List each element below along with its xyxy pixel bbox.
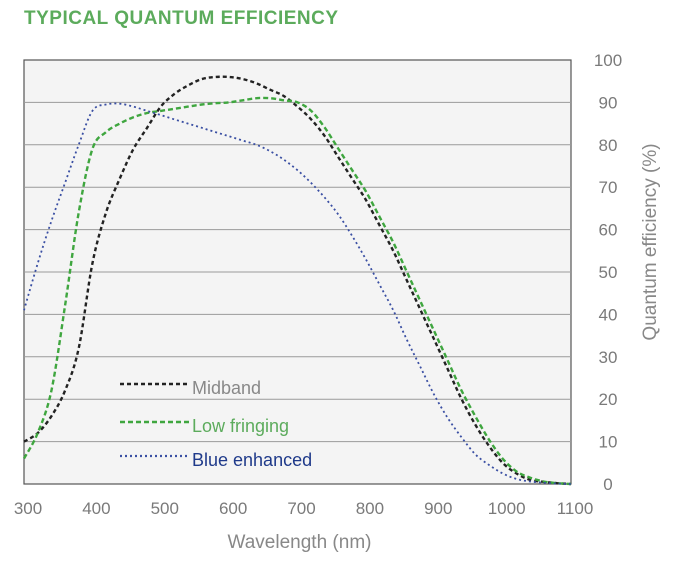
legend: Midband Low fringing Blue enhanced [120,378,312,470]
x-tick-900: 900 [424,499,452,518]
x-tick-700: 700 [287,499,315,518]
grid-lines [24,101,571,443]
y-tick-10: 10 [599,433,618,452]
x-tick-300: 300 [14,499,42,518]
y-tick-70: 70 [599,178,618,197]
y-tick-60: 60 [599,221,618,240]
x-tick-labels: 300 400 500 600 700 800 900 1000 1100 [14,499,593,518]
x-tick-600: 600 [219,499,247,518]
legend-label-midband: Midband [192,378,261,398]
y-tick-labels: 0 10 20 30 40 50 60 70 80 90 100 [594,51,622,494]
x-tick-1100: 1100 [557,499,594,518]
x-tick-1000: 1000 [488,499,526,518]
y-tick-20: 20 [599,390,618,409]
y-tick-80: 80 [599,136,618,155]
y-tick-50: 50 [599,263,618,282]
y-tick-40: 40 [599,305,618,324]
legend-label-low-fringing: Low fringing [192,416,289,436]
series-line-blue-enhanced [23,102,572,485]
series-line-low-fringing [22,96,572,486]
chart-title: TYPICAL QUANTUM EFFICIENCY [24,8,339,29]
x-axis-label: Wavelength (nm) [228,532,372,553]
series-lines [22,75,572,486]
x-tick-400: 400 [82,499,110,518]
x-tick-800: 800 [356,499,384,518]
series-line-midband [23,75,572,486]
legend-label-blue-enhanced: Blue enhanced [192,450,312,470]
y-tick-30: 30 [599,348,618,367]
x-tick-500: 500 [151,499,179,518]
y-tick-90: 90 [599,93,618,112]
y-tick-0: 0 [603,475,612,494]
y-tick-100: 100 [594,51,622,70]
y-axis-label: Quantum efficiency (%) [640,143,661,340]
